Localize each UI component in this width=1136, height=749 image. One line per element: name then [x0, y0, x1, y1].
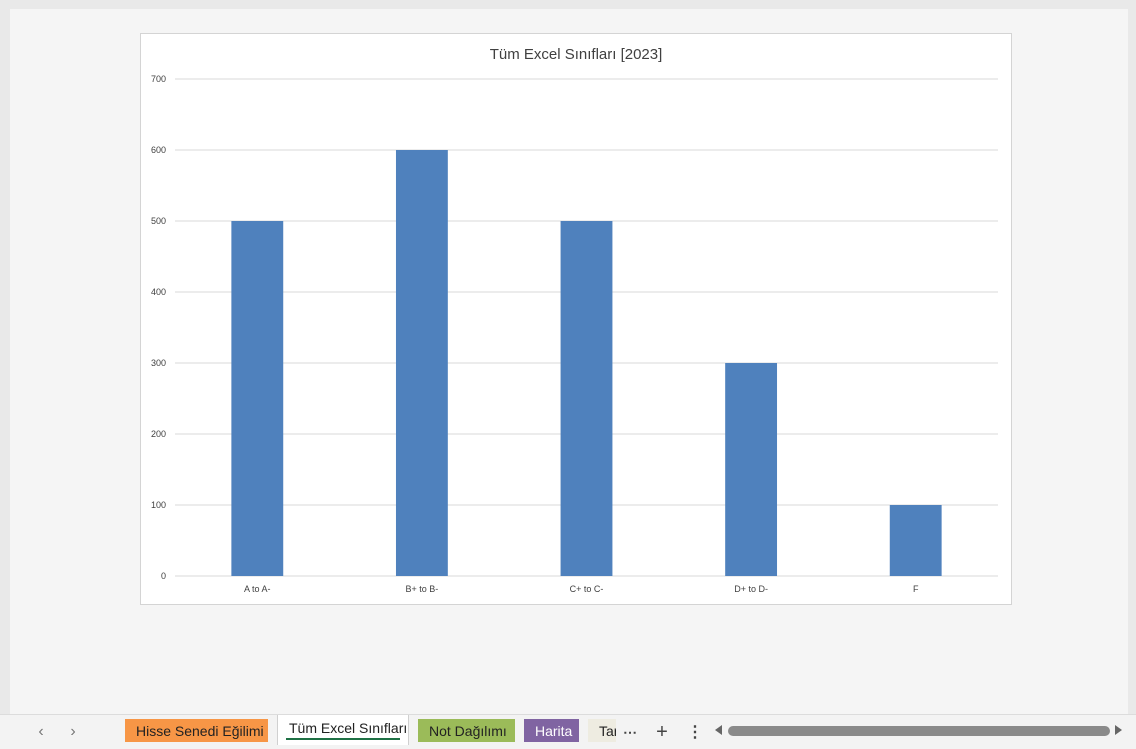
- y-tick-label: 400: [151, 287, 166, 297]
- sheet-tab-label: Tarih: [599, 722, 616, 739]
- bar-2[interactable]: [395, 150, 448, 576]
- bars: [231, 150, 942, 576]
- y-tick-label: 100: [151, 500, 166, 510]
- vertical-dots-icon[interactable]: ⋮: [687, 724, 703, 741]
- x-tick-label: C+ to C-: [570, 584, 604, 594]
- sheet-tab-harita[interactable]: Harita: [524, 719, 579, 742]
- scrollbar-thumb[interactable]: [728, 726, 1110, 736]
- y-tick-label: 0: [161, 571, 166, 581]
- x-tick-label: D+ to D-: [734, 584, 768, 594]
- x-tick-label: B+ to B-: [406, 584, 439, 594]
- scroll-left-arrow-icon[interactable]: [715, 725, 722, 735]
- sheet-tab-label: Not Dağılımı: [429, 722, 507, 739]
- sheet-tab-label: Tüm Excel Sınıfları: [289, 720, 408, 736]
- chevron-right-icon[interactable]: ›: [70, 723, 76, 740]
- horizontal-scrollbar[interactable]: [712, 722, 1126, 740]
- bar-1[interactable]: [231, 221, 284, 576]
- y-tick-label: 700: [151, 74, 166, 84]
- x-tick-label: F: [913, 584, 919, 594]
- sheet-tab-label: Hisse Senedi Eğilimi: [136, 722, 264, 739]
- sheet-tab-tum-excel-siniflari[interactable]: Tüm Excel Sınıfları: [277, 715, 409, 745]
- bar-4[interactable]: [725, 363, 778, 576]
- y-tick-label: 300: [151, 358, 166, 368]
- bar-chart: Tüm Excel Sınıfları [2023] 0 100 200 300 400…: [151, 46, 998, 594]
- y-tick-label: 600: [151, 145, 166, 155]
- sheet-tab-not-dagilimi[interactable]: Not Dağılımı: [418, 719, 515, 742]
- sheet-tab-label: Harita: [535, 722, 573, 739]
- ellipsis-icon[interactable]: ⋯: [623, 723, 637, 740]
- sheet-area: Tüm Excel Sınıfları [2023] 0 100 200 300 400…: [10, 9, 1128, 714]
- sheet-tab-tarih[interactable]: Tarih: [588, 719, 616, 742]
- x-tick-label: A to A-: [244, 584, 271, 594]
- sheet-tab-hisse-senedi[interactable]: Hisse Senedi Eğilimi: [125, 719, 268, 742]
- active-tab-indicator: [286, 738, 400, 740]
- y-axis-ticks: 0 100 200 300 400 500 600 700: [151, 74, 166, 581]
- x-axis-ticks: A to A- B+ to B- C+ to C- D+ to D- F: [244, 584, 919, 594]
- plus-icon[interactable]: +: [656, 720, 668, 743]
- chart-title: Tüm Excel Sınıfları [2023]: [490, 46, 663, 63]
- y-tick-label: 500: [151, 216, 166, 226]
- chart-container[interactable]: Tüm Excel Sınıfları [2023] 0 100 200 300 400…: [140, 33, 1012, 605]
- y-tick-label: 200: [151, 429, 166, 439]
- bar-5[interactable]: [889, 505, 942, 576]
- sheet-tab-bar: ‹ › Hisse Senedi Eğilimi Tüm Excel Sınıf…: [0, 714, 1136, 749]
- scroll-right-arrow-icon[interactable]: [1115, 725, 1122, 735]
- bar-3[interactable]: [560, 221, 613, 576]
- chevron-left-icon[interactable]: ‹: [38, 723, 44, 740]
